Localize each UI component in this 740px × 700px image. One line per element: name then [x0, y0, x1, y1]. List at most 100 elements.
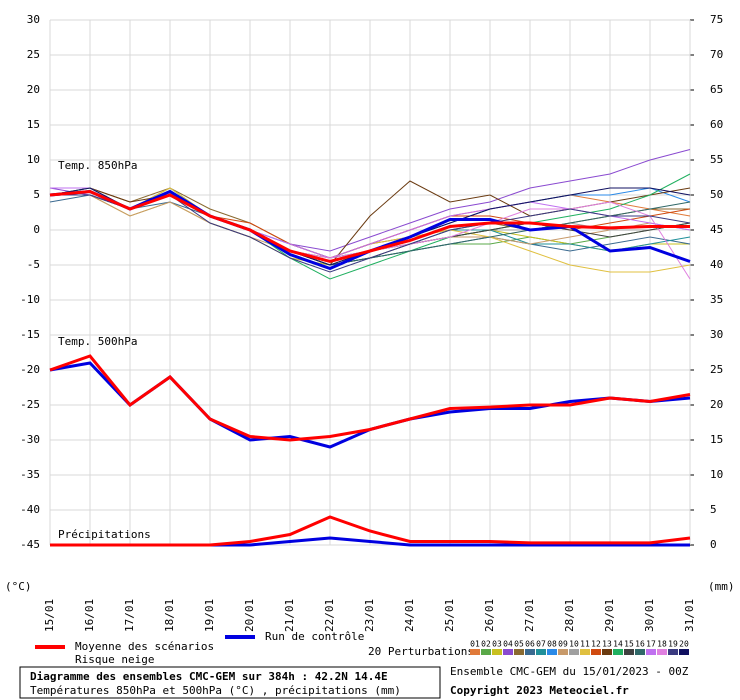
legend-mean: Moyenne des scénarios: [75, 640, 214, 653]
series-line: [50, 515, 691, 547]
member-id: 11: [580, 640, 590, 649]
member-id: 18: [657, 640, 667, 649]
member-id: 17: [646, 640, 656, 649]
member-id: 03: [492, 640, 502, 649]
member-id: 01: [470, 640, 480, 649]
x-tick-label: 15/01: [43, 599, 56, 632]
member-id: 20: [679, 640, 689, 649]
member-id: 04: [503, 640, 513, 649]
y-tick-label: -20: [20, 363, 40, 376]
x-tick-label: 23/01: [363, 599, 376, 632]
series-line: [49, 189, 690, 264]
member-id: 13: [602, 640, 612, 649]
member-swatch: [613, 649, 623, 655]
member-swatch: [547, 649, 557, 655]
y-tick-label: -35: [20, 468, 40, 481]
member-swatch: [481, 649, 491, 655]
legend-control: Run de contrôle: [265, 630, 364, 643]
x-tick-label: 16/01: [83, 599, 96, 632]
y-axis-unit: (°C): [5, 580, 32, 593]
x-tick-label: 19/01: [203, 599, 216, 632]
y2-tick-label: 35: [710, 293, 723, 306]
run-label: Ensemble CMC-GEM du 15/01/2023 - 00Z: [450, 665, 689, 678]
member-id: 12: [591, 640, 601, 649]
y2-tick-label: 30: [710, 328, 723, 341]
y2-tick-label: 65: [710, 83, 723, 96]
member-swatch: [536, 649, 546, 655]
member-id: 07: [536, 640, 546, 649]
member-swatch: [503, 649, 513, 655]
x-tick-label: 29/01: [603, 599, 616, 632]
member-id: 09: [558, 640, 568, 649]
y-tick-label: 15: [27, 118, 40, 131]
y2-tick-label: 75: [710, 13, 723, 26]
x-tick-label: 20/01: [243, 599, 256, 632]
y2-tick-label: 40: [710, 258, 723, 271]
y-tick-label: 10: [27, 153, 40, 166]
x-tick-label: 22/01: [323, 599, 336, 632]
copyright: Copyright 2023 Meteociel.fr: [450, 684, 629, 697]
legend-perturbations: 20 Perturbations: [368, 645, 474, 658]
member-id: 08: [547, 640, 557, 649]
y-tick-label: 20: [27, 83, 40, 96]
member-swatch: [591, 649, 601, 655]
y2-axis-unit: (mm): [708, 580, 735, 593]
y2-tick-label: 20: [710, 398, 723, 411]
subtitle: Températures 850hPa et 500hPa (°C) , pré…: [30, 684, 401, 697]
y-tick-label: 5: [33, 188, 40, 201]
member-id: 19: [668, 640, 678, 649]
member-legend: 01 02 03 04 05 06 07 08 09 10 11 12 13 14 15 16 17 18 19 20: [470, 640, 689, 655]
member-id: 02: [481, 640, 491, 649]
x-tick-label: 18/01: [163, 599, 176, 632]
x-tick-label: 31/01: [683, 599, 696, 632]
member-swatch: [635, 649, 645, 655]
x-tick-label: 21/01: [283, 599, 296, 632]
member-swatch: [569, 649, 579, 655]
y-tick-label: -15: [20, 328, 40, 341]
y-tick-label: 0: [33, 223, 40, 236]
x-tick-label: 26/01: [483, 599, 496, 632]
y2-tick-label: 70: [710, 48, 723, 61]
title-box: [19, 666, 441, 699]
member-swatch: [679, 649, 689, 655]
series-line: [49, 354, 691, 442]
member-id: 05: [514, 640, 524, 649]
y-tick-label: -10: [20, 293, 40, 306]
legend-snow: Risque neige: [75, 653, 154, 666]
y-tick-label: -25: [20, 398, 40, 411]
member-id: 10: [569, 640, 579, 649]
x-tick-label: 28/01: [563, 599, 576, 632]
panel-label: Précipitations: [58, 528, 151, 541]
plot: Temp. 850hPa Temp. 500hPa Précipitations: [49, 149, 691, 547]
y2-tick-label: 55: [710, 153, 723, 166]
x-tick-label: 30/01: [643, 599, 656, 632]
member-swatch: [514, 649, 524, 655]
title: Diagramme des ensembles CMC-GEM sur 384h…: [30, 670, 388, 683]
y-tick-label: -30: [20, 433, 40, 446]
member-swatch: [470, 649, 480, 655]
member-swatch: [624, 649, 634, 655]
member-swatch: [646, 649, 656, 655]
y2-tick-label: 45: [710, 223, 723, 236]
y2-tick-label: 25: [710, 363, 723, 376]
x-tick-label: 24/01: [403, 599, 416, 632]
member-id: 15: [624, 640, 634, 649]
member-swatch: [602, 649, 612, 655]
y2-tick-label: 60: [710, 118, 723, 131]
member-swatch: [657, 649, 667, 655]
x-tick-label: 25/01: [443, 599, 456, 632]
x-tick-label: 17/01: [123, 599, 136, 632]
member-id: 14: [613, 640, 623, 649]
member-swatch: [525, 649, 535, 655]
panel-label: Temp. 500hPa: [58, 335, 137, 348]
y-tick-label: -45: [20, 538, 40, 551]
x-tick-label: 27/01: [523, 599, 536, 632]
y2-tick-label: 0: [710, 538, 717, 551]
y2-tick-label: 15: [710, 433, 723, 446]
y-tick-label: -5: [27, 258, 40, 271]
y2-tick-label: 50: [710, 188, 723, 201]
member-swatch: [668, 649, 678, 655]
member-id: 06: [525, 640, 535, 649]
y-tick-label: 30: [27, 13, 40, 26]
